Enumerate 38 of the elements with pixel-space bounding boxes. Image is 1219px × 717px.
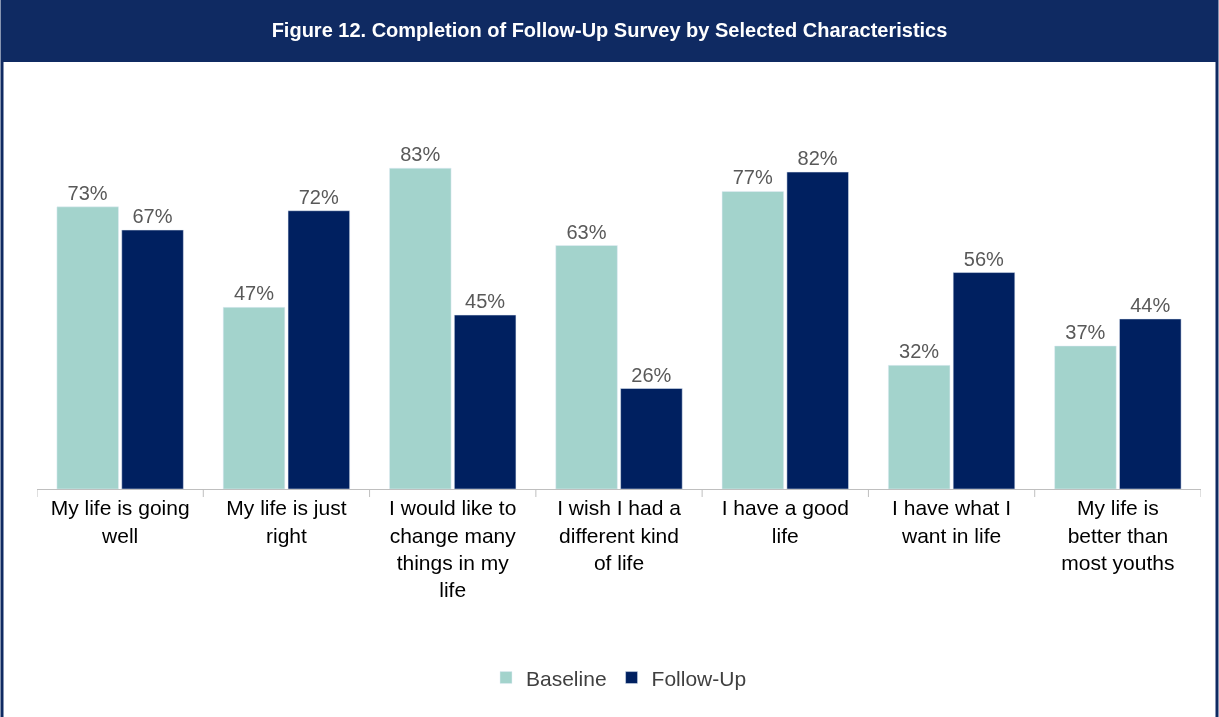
data-label: 44% [1130, 293, 1171, 316]
data-label: 26% [631, 363, 672, 386]
x-tick-label: I have a good life [721, 496, 849, 547]
bar [888, 365, 951, 489]
x-tick-label: My life is going well [50, 496, 190, 547]
bar [555, 245, 618, 489]
bar [721, 191, 784, 489]
bar [287, 210, 350, 489]
bar [121, 229, 184, 489]
bar [1054, 345, 1117, 489]
data-label: 56% [963, 247, 1005, 270]
data-label: 32% [899, 340, 940, 363]
data-label: 83% [400, 143, 441, 166]
legend-label: Follow-Up [651, 666, 747, 690]
data-label: 45% [465, 290, 506, 313]
bar [222, 307, 286, 489]
x-tick-label: I would like to change many things in my life [389, 496, 517, 602]
bar [56, 206, 119, 489]
data-label: 72% [298, 185, 339, 208]
chart-title: Figure 12. Completion of Follow-Up Survey by Selected Characteristics [271, 19, 948, 41]
data-label: 63% [566, 220, 607, 243]
data-label: 47% [233, 282, 275, 305]
x-tick-label: I wish I had a different kind of life [557, 496, 682, 574]
data-label: 82% [797, 147, 838, 170]
legend-label: Baseline [526, 666, 607, 690]
x-tick-label: My life is better than most youths [1061, 496, 1175, 574]
bar [454, 314, 517, 489]
bar [786, 171, 849, 489]
bar [1119, 318, 1182, 489]
data-label: 67% [132, 205, 173, 228]
bar [389, 167, 452, 489]
bar [952, 272, 1016, 489]
data-label: 37% [1065, 320, 1106, 343]
bar [620, 388, 683, 489]
x-tick-label: I have what I want in life [892, 496, 1012, 547]
data-label: 77% [732, 166, 773, 189]
data-label: 73% [67, 181, 108, 204]
x-tick-label: My life is just right [226, 496, 347, 547]
